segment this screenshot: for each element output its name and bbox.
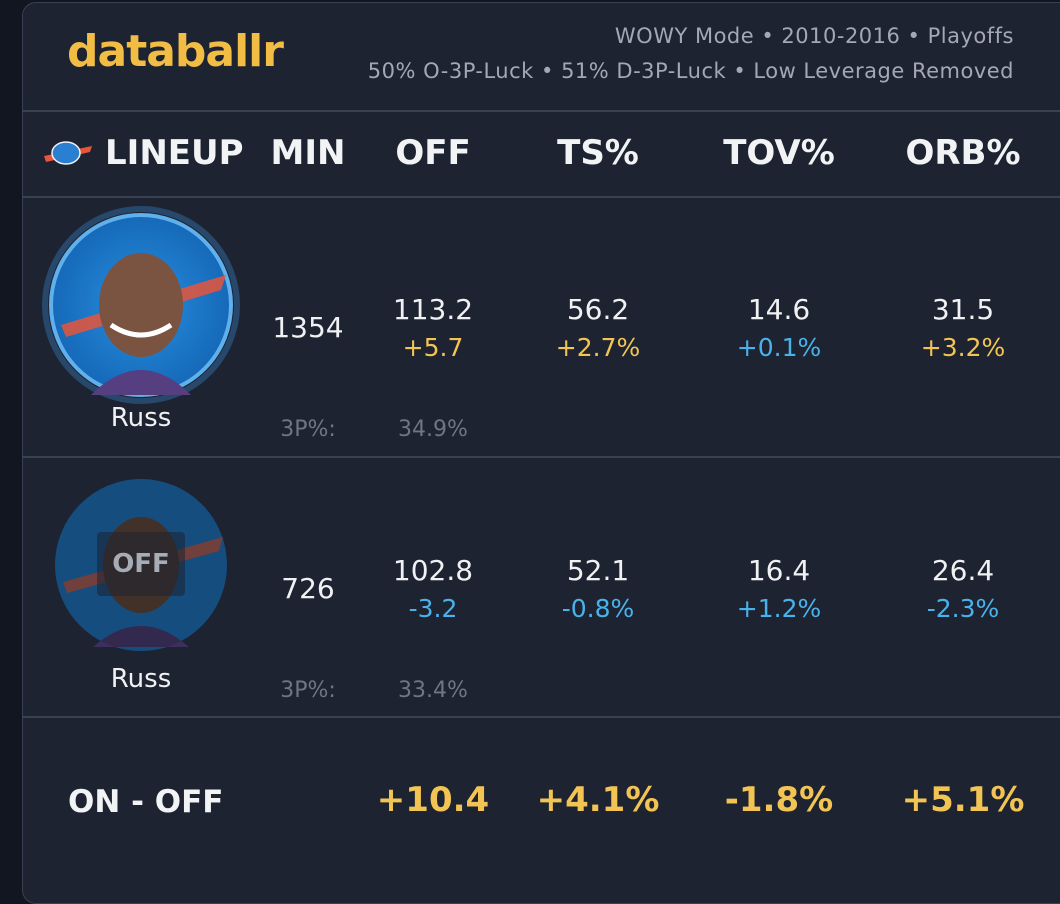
column-header: TOV% xyxy=(723,133,835,173)
off-badge: OFF xyxy=(112,549,170,579)
stat-value: 26.4 xyxy=(931,554,995,587)
column-header: TS% xyxy=(557,133,639,173)
logo: databallr xyxy=(67,26,284,77)
minutes: 1354 xyxy=(272,311,344,344)
stat-value: 113.2 xyxy=(392,293,474,326)
stat-value: 31.5 xyxy=(931,293,995,326)
card xyxy=(22,2,1060,904)
divider xyxy=(22,456,1060,458)
stat-delta: -0.8% xyxy=(561,594,635,623)
footer-value: +5.1% xyxy=(901,780,1025,820)
stat-delta: +1.2% xyxy=(736,594,822,623)
player-name: Russ xyxy=(110,403,172,433)
stat-value: 14.6 xyxy=(747,293,811,326)
three-label: 3P%: xyxy=(280,417,336,442)
player-name: Russ xyxy=(110,664,172,694)
stat-value: 52.1 xyxy=(566,554,630,587)
stat-value: 102.8 xyxy=(392,554,474,587)
player-avatar xyxy=(42,206,240,404)
footer-value: -1.8% xyxy=(724,780,834,820)
footer-label: ON - OFF xyxy=(68,784,224,820)
page: databallr WOWY Mode • 2010-2016 • Playof… xyxy=(22,2,1060,904)
stat-value: 16.4 xyxy=(747,554,811,587)
column-header: OFF xyxy=(395,133,471,173)
three-label: 3P%: xyxy=(280,678,336,703)
minutes: 726 xyxy=(281,572,335,605)
column-header: LINEUP xyxy=(105,133,244,173)
three-value: 33.4% xyxy=(398,678,468,703)
stat-delta: +3.2% xyxy=(920,333,1006,362)
meta-line: WOWY Mode • 2010-2016 • Playoffs xyxy=(614,24,1014,48)
meta-line: 50% O-3P-Luck • 51% D-3P-Luck • Low Leve… xyxy=(367,59,1014,83)
stat-delta: +0.1% xyxy=(736,333,822,362)
divider xyxy=(22,716,1060,718)
stat-value: 56.2 xyxy=(566,293,630,326)
footer-value: +4.1% xyxy=(536,780,660,820)
column-header: MIN xyxy=(270,133,346,173)
player-avatar xyxy=(55,479,227,651)
divider xyxy=(22,110,1060,112)
stat-delta: -2.3% xyxy=(926,594,1000,623)
divider xyxy=(22,196,1060,198)
stat-delta: +5.7 xyxy=(402,333,464,362)
team-logo xyxy=(44,141,92,165)
stat-delta: +2.7% xyxy=(555,333,641,362)
stat-delta: -3.2 xyxy=(408,594,458,623)
column-header: ORB% xyxy=(905,133,1021,173)
three-value: 34.9% xyxy=(398,417,468,442)
footer-value: +10.4 xyxy=(376,780,490,820)
